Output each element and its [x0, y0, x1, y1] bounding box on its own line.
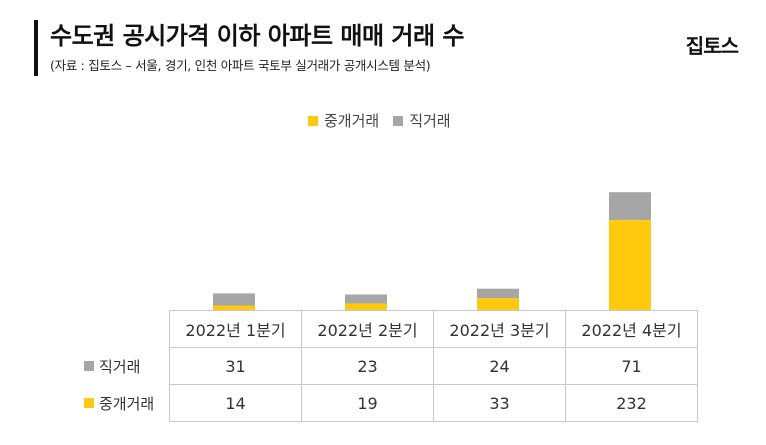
page-title: 수도권 공시가격 이하 아파트 매매 거래 수	[50, 22, 465, 50]
table-cell: 71	[565, 347, 698, 385]
table-col-header: 2022년 1분기	[169, 310, 302, 348]
row-label-brokered: 중개거래	[99, 394, 155, 413]
bar-segment	[477, 288, 519, 299]
table-row-label: 중개거래	[80, 384, 170, 422]
brand-logo: 집토스	[685, 34, 739, 58]
legend-swatch-brokered	[308, 115, 318, 126]
row-swatch-brokered	[84, 398, 94, 408]
legend-label-brokered: 중개거래	[324, 112, 380, 130]
row-label-direct: 직거래	[99, 357, 141, 376]
table-row-direct: 직거래 31 23 24 71	[80, 347, 698, 385]
table-row-label: 직거래	[80, 347, 170, 385]
bar-segment	[213, 293, 255, 306]
table-col-header: 2022년 2분기	[301, 310, 434, 348]
legend-label-direct: 직거래	[409, 112, 451, 130]
source-subtitle: (자료 : 집토스 – 서울, 경기, 인천 아파트 국토부 실거래가 공개시스…	[50, 58, 431, 73]
legend-item-brokered: 중개거래	[308, 110, 379, 131]
table-row-brokered: 중개거래 14 19 33 232	[80, 384, 698, 422]
table-header-row: 2022년 1분기 2022년 2분기 2022년 3분기 2022년 4분기	[80, 310, 698, 348]
data-table: 2022년 1분기 2022년 2분기 2022년 3분기 2022년 4분기 …	[80, 310, 698, 422]
table-corner	[80, 311, 170, 348]
title-accent-bar	[34, 20, 38, 76]
legend-swatch-direct	[393, 115, 404, 126]
bar-segment	[345, 303, 387, 311]
table-cell: 23	[301, 347, 434, 385]
table-cell: 14	[169, 384, 302, 422]
bar-segment	[609, 220, 651, 311]
table-cell: 33	[433, 384, 566, 422]
table-cell: 31	[169, 347, 302, 385]
table-cell: 24	[433, 347, 566, 385]
table-cell: 19	[301, 384, 434, 422]
bar-segment	[477, 298, 519, 311]
row-swatch-direct	[84, 361, 94, 371]
legend-item-direct: 직거래	[393, 110, 451, 131]
bar-segment	[345, 294, 387, 304]
bar-segment	[213, 305, 255, 311]
table-col-header: 2022년 3분기	[433, 310, 566, 348]
chart-legend: 중개거래 직거래	[308, 110, 451, 131]
table-col-header: 2022년 4분기	[565, 310, 698, 348]
table-cell: 232	[565, 384, 698, 422]
bar-segment	[609, 192, 651, 220]
